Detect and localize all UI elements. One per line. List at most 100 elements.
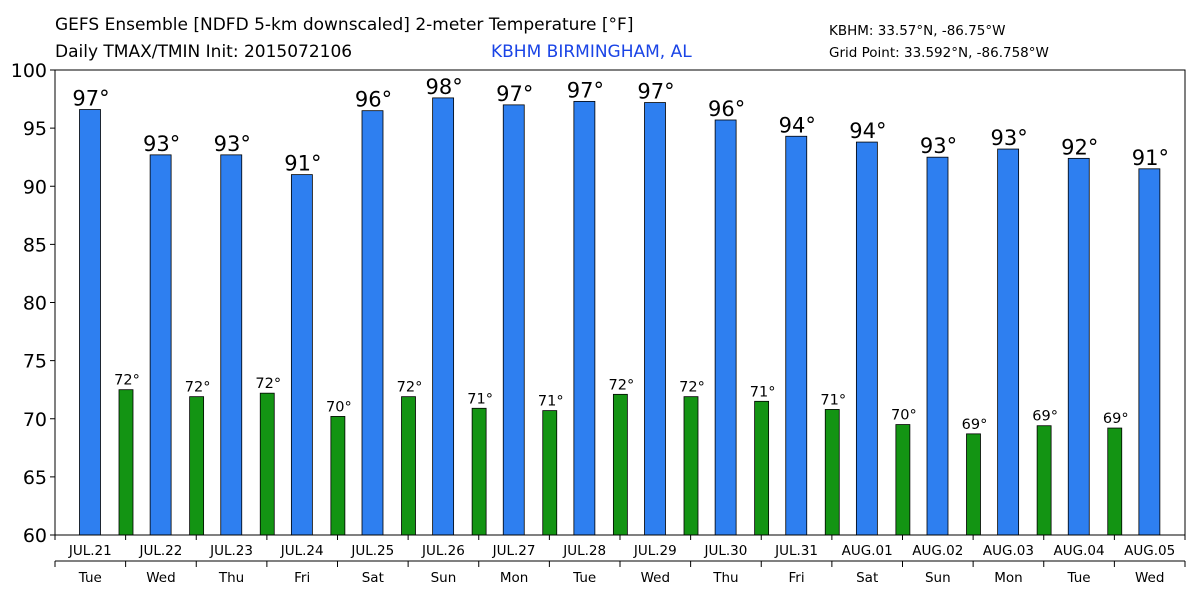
tmin-bar xyxy=(542,410,558,536)
y-tick-label: 100 xyxy=(11,60,47,82)
tmax-value-label: 97° xyxy=(72,87,109,111)
date-label: JUL.28 xyxy=(562,543,606,559)
date-label: JUL.22 xyxy=(139,543,183,559)
date-label: AUG.03 xyxy=(983,543,1034,559)
chart-title: GEFS Ensemble [NDFD 5-km downscaled] 2-m… xyxy=(55,15,634,35)
tmax-value-label: 98° xyxy=(426,75,463,99)
tmin-value-label: 70° xyxy=(326,399,352,415)
tmax-bar xyxy=(997,148,1020,536)
tmin-value-label: 70° xyxy=(891,408,917,424)
weekday-label: Tue xyxy=(572,570,596,586)
weekday-label: Sat xyxy=(362,570,384,586)
y-tick-label: 95 xyxy=(23,118,47,140)
date-label: JUL.24 xyxy=(280,543,324,559)
tmax-bar xyxy=(644,102,666,536)
value-labels-layer: 97° 72° 93° 72° 93° 72° 91° 70° 96° 72° 98° 71° 97° 7… xyxy=(72,75,1169,433)
tmin-bar xyxy=(754,400,770,536)
weekday-label: Sat xyxy=(856,570,878,586)
date-label: JUL.26 xyxy=(421,543,465,559)
tmax-value-label: 91° xyxy=(284,152,321,176)
tmin-bar xyxy=(471,407,487,536)
weekday-label: Sun xyxy=(431,570,457,586)
tmin-bar xyxy=(1107,427,1123,536)
tmax-value-label: 92° xyxy=(1061,135,1098,159)
y-tick-label: 75 xyxy=(23,351,47,373)
weekday-label: Tue xyxy=(78,570,102,586)
tmax-value-label: 94° xyxy=(849,119,886,143)
chart-subtitle: Daily TMAX/TMIN Init: 2015072106 xyxy=(55,42,353,62)
weekday-label: Fri xyxy=(789,570,805,586)
station-coordinates: KBHM: 33.57°N, -86.75°W xyxy=(829,23,1006,39)
date-label: JUL.23 xyxy=(209,543,253,559)
tmax-value-label: 96° xyxy=(355,88,392,112)
tmin-value-label: 72° xyxy=(114,373,140,389)
weekday-label: Mon xyxy=(994,570,1022,586)
tmax-bar xyxy=(361,110,384,536)
tmin-value-label: 72° xyxy=(397,380,423,396)
y-tick-label: 85 xyxy=(23,234,47,256)
tmax-value-label: 93° xyxy=(214,132,251,156)
tmin-value-label: 71° xyxy=(750,384,776,400)
tmin-bar xyxy=(118,389,134,536)
tmin-value-label: 71° xyxy=(538,394,564,410)
tmin-value-label: 72° xyxy=(255,376,281,392)
tmin-value-label: 69° xyxy=(962,417,988,433)
tmin-bar xyxy=(259,392,275,536)
tmax-bar xyxy=(149,154,172,536)
tmin-value-label: 69° xyxy=(1103,411,1129,427)
tmin-bar xyxy=(612,393,628,536)
station-name: KBHM BIRMINGHAM, AL xyxy=(491,42,692,62)
tmin-bar xyxy=(1036,425,1052,536)
tmax-value-label: 93° xyxy=(991,126,1028,150)
weekday-label: Thu xyxy=(218,570,244,586)
tmax-bar xyxy=(1138,168,1161,536)
tmin-bar xyxy=(330,416,346,536)
tmin-value-label: 69° xyxy=(1032,409,1058,425)
tmax-value-label: 91° xyxy=(1132,146,1169,170)
date-label: JUL.29 xyxy=(633,543,677,559)
tmin-value-label: 72° xyxy=(609,377,635,393)
tmax-bar xyxy=(714,119,737,536)
grid-point-coordinates: Grid Point: 33.592°N, -86.758°W xyxy=(829,45,1049,61)
tmax-bar xyxy=(290,174,313,536)
tmin-bar xyxy=(683,396,699,536)
weekday-label: Mon xyxy=(500,570,528,586)
date-label: JUL.21 xyxy=(68,543,112,559)
tmax-bar xyxy=(502,104,525,536)
tmax-bar xyxy=(1067,157,1090,536)
tmin-bar xyxy=(401,396,416,536)
tmin-value-label: 72° xyxy=(185,380,211,396)
y-tick-label: 80 xyxy=(23,293,47,315)
tmax-value-label: 97° xyxy=(567,78,604,102)
date-label: AUG.01 xyxy=(842,543,893,559)
tmax-bar xyxy=(926,156,949,536)
tmax-bar xyxy=(432,97,455,536)
date-label: JUL.31 xyxy=(774,543,818,559)
tmax-value-label: 97° xyxy=(496,82,533,106)
weekday-label: Thu xyxy=(712,570,738,586)
tmax-value-label: 93° xyxy=(143,132,180,156)
date-label: AUG.02 xyxy=(912,543,963,559)
weekday-label: Wed xyxy=(146,570,175,586)
tmax-value-label: 97° xyxy=(637,80,674,104)
date-label: JUL.27 xyxy=(492,543,536,559)
tmin-bar xyxy=(189,396,205,536)
x-axis: JUL.21 Tue JUL.22 Wed JUL.23 Thu JUL.24 Fri JUL.… xyxy=(54,535,1186,586)
tmin-value-label: 72° xyxy=(679,380,705,396)
date-label: AUG.04 xyxy=(1054,543,1105,559)
y-tick-label: 60 xyxy=(23,525,47,547)
date-label: AUG.05 xyxy=(1124,543,1175,559)
weekday-label: Fri xyxy=(294,570,310,586)
tmax-bar xyxy=(855,141,878,536)
tmax-bar xyxy=(785,135,808,536)
tmax-bar xyxy=(220,154,243,536)
date-label: JUL.30 xyxy=(704,543,748,559)
tmax-value-label: 94° xyxy=(779,113,816,137)
weekday-label: Wed xyxy=(641,570,670,586)
weekday-label: Tue xyxy=(1067,570,1091,586)
y-tick-label: 90 xyxy=(23,176,47,198)
tmax-bar xyxy=(573,100,596,536)
weekday-label: Sun xyxy=(925,570,951,586)
bars-layer xyxy=(79,97,1161,536)
